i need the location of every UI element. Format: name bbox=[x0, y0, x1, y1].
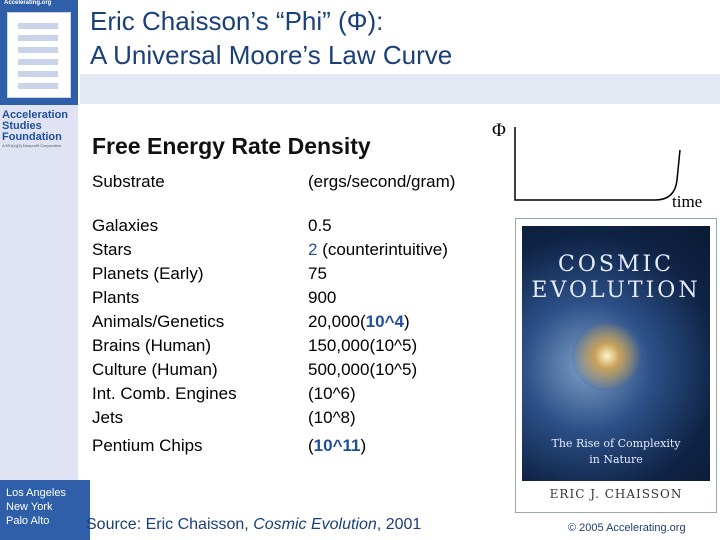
sidebar: Accelerating.org Acceleration Studies Fo… bbox=[0, 0, 78, 540]
book-subtitle-line-2: in Nature bbox=[589, 453, 643, 466]
logo-stripe bbox=[18, 35, 58, 41]
value: 75 bbox=[308, 264, 327, 283]
value: 2 bbox=[308, 240, 318, 259]
org-name-line-3: Foundation bbox=[2, 131, 62, 143]
table-row: 20,000(10^4) bbox=[308, 310, 448, 334]
title-underbar bbox=[80, 74, 720, 104]
logo-stripe bbox=[18, 23, 58, 29]
value: 500,000(10^5) bbox=[308, 360, 418, 379]
book-title-line-2: EVOLUTION bbox=[531, 278, 701, 303]
value-highlight: 10^11 bbox=[313, 436, 361, 455]
substrate-name: Pentium Chips bbox=[92, 436, 203, 455]
substrate-name: Int. Comb. Engines bbox=[92, 384, 237, 403]
table-row: Stars bbox=[92, 238, 237, 262]
value: 900 bbox=[308, 288, 337, 307]
table-row: Jets bbox=[92, 406, 237, 430]
city-2: New York bbox=[6, 501, 53, 513]
column-header-units: (ergs/second/gram) bbox=[308, 172, 456, 191]
table-row: 150,000(10^5) bbox=[308, 334, 448, 358]
substrate-name: Culture (Human) bbox=[92, 360, 218, 379]
logo-stripe bbox=[18, 59, 58, 65]
org-name: Acceleration Studies Foundation A 501(c)… bbox=[2, 110, 78, 149]
substrate-column: Galaxies Stars Planets (Early) Plants An… bbox=[92, 214, 237, 458]
book-subtitle: The Rise of Complexity in Nature bbox=[522, 436, 710, 468]
column-header-substrate: Substrate bbox=[92, 172, 165, 191]
phi-axis-label: Φ bbox=[492, 120, 506, 141]
table-row: 900 bbox=[308, 286, 448, 310]
table-row: Plants bbox=[92, 286, 237, 310]
table-row: Animals/Genetics bbox=[92, 310, 237, 334]
substrate-name: Animals/Genetics bbox=[92, 312, 225, 331]
book-title: COSMIC EVOLUTION bbox=[522, 252, 710, 304]
sidebar-bottom-band bbox=[0, 480, 90, 540]
org-name-line-2: Studies bbox=[2, 120, 42, 132]
table-row: Pentium Chips bbox=[92, 434, 237, 458]
copyright-notice: © 2005 Accelerating.org bbox=[568, 522, 686, 534]
org-name-line-1: Acceleration bbox=[2, 109, 69, 121]
value: 20,000( bbox=[308, 312, 366, 331]
table-row: 0.5 bbox=[308, 214, 448, 238]
book-subtitle-line-1: The Rise of Complexity bbox=[551, 437, 681, 450]
source-suffix: , 2001 bbox=[376, 516, 422, 533]
sidebar-top-band: Accelerating.org bbox=[0, 0, 78, 105]
table-row: Galaxies bbox=[92, 214, 237, 238]
value-highlight: 10^4 bbox=[365, 312, 404, 331]
city-3: Palo Alto bbox=[6, 515, 50, 527]
value-note: (counterintuitive) bbox=[317, 240, 448, 259]
substrate-name: Stars bbox=[92, 240, 132, 259]
foundation-logo bbox=[7, 12, 71, 98]
value-note: ) bbox=[403, 312, 410, 331]
table-row: Planets (Early) bbox=[92, 262, 237, 286]
title-line-2: A Universal Moore’s Law Curve bbox=[90, 40, 453, 70]
table-row: (10^8) bbox=[308, 406, 448, 430]
city-list: Los Angeles New York Palo Alto bbox=[6, 486, 66, 528]
value: (10^8) bbox=[308, 408, 356, 427]
source-title: Cosmic Evolution bbox=[253, 516, 377, 533]
table-row: (10^11) bbox=[308, 434, 448, 458]
city-1: Los Angeles bbox=[6, 487, 66, 499]
table-row: Brains (Human) bbox=[92, 334, 237, 358]
table-row: (10^6) bbox=[308, 382, 448, 406]
book-title-line-1: COSMIC bbox=[558, 252, 674, 277]
value-note: ) bbox=[360, 436, 367, 455]
book-cover-art: COSMIC EVOLUTION The Rise of Complexity … bbox=[522, 226, 710, 481]
sidebar-url: Accelerating.org bbox=[4, 0, 52, 6]
substrate-name: Plants bbox=[92, 288, 140, 307]
value-column: 0.5 2 (counterintuitive) 75 900 20,000(1… bbox=[308, 214, 448, 458]
table-row: Int. Comb. Engines bbox=[92, 382, 237, 406]
table-row: 2 (counterintuitive) bbox=[308, 238, 448, 262]
value: ( bbox=[308, 436, 314, 455]
logo-stripe bbox=[18, 83, 58, 89]
substrate-note: (Early) bbox=[148, 264, 204, 283]
substrate-name: Galaxies bbox=[92, 216, 159, 235]
value: (10^6) bbox=[308, 384, 356, 403]
table-row: 75 bbox=[308, 262, 448, 286]
page-title: Eric Chaisson’s “Phi” (Φ): A Universal M… bbox=[90, 4, 590, 72]
table-row: Culture (Human) bbox=[92, 358, 237, 382]
substrate-name: Brains (Human) bbox=[92, 336, 212, 355]
logo-stripe bbox=[18, 71, 58, 77]
org-tagline: A 501(c)(3) Nonprofit Corporation bbox=[2, 143, 62, 148]
growth-curve-sketch bbox=[514, 127, 681, 201]
book-author: ERIC J. CHAISSON bbox=[549, 487, 683, 501]
source-prefix: Source: Eric Chaisson, bbox=[86, 516, 254, 533]
value: 150,000(10^5) bbox=[308, 336, 418, 355]
substrate-name: Jets bbox=[92, 408, 124, 427]
table-row: 500,000(10^5) bbox=[308, 358, 448, 382]
logo-stripe bbox=[18, 47, 58, 53]
substrate-name: Planets bbox=[92, 264, 149, 283]
time-axis-label: time bbox=[672, 192, 703, 211]
book-cover: COSMIC EVOLUTION The Rise of Complexity … bbox=[515, 218, 717, 513]
title-line-1: Eric Chaisson’s “Phi” (Φ): bbox=[90, 6, 384, 36]
section-heading: Free Energy Rate Density bbox=[92, 133, 371, 159]
galaxy-image bbox=[572, 321, 642, 391]
growth-curve bbox=[514, 127, 681, 201]
source-citation: Source: Eric Chaisson, Cosmic Evolution,… bbox=[86, 516, 421, 534]
value: 0.5 bbox=[308, 216, 332, 235]
